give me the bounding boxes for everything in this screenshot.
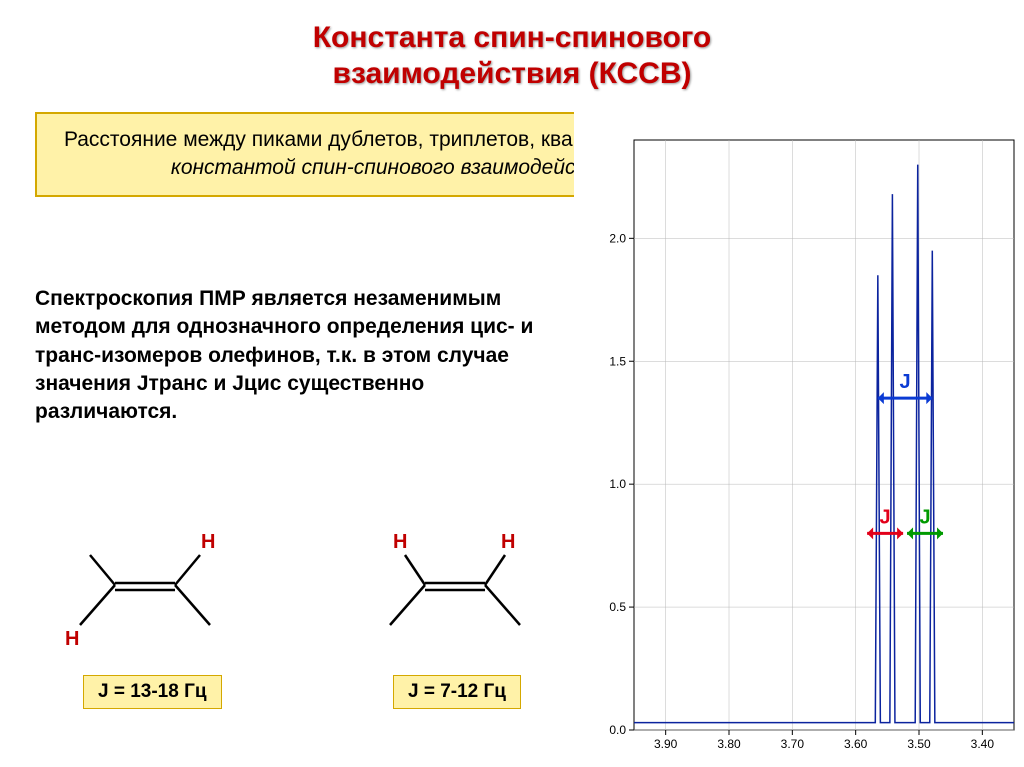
h-atom: H: [201, 531, 215, 553]
svg-text:1.0: 1.0: [609, 477, 626, 491]
svg-text:3.90: 3.90: [654, 737, 678, 751]
h-atom: H: [393, 531, 407, 553]
h-atom: H: [65, 628, 79, 650]
svg-text:1.5: 1.5: [609, 354, 626, 368]
trans-j-label: J = 13-18 Гц: [83, 675, 222, 709]
svg-text:3.80: 3.80: [717, 737, 741, 751]
def-italic: константой спин-спинового взаимодействия: [171, 156, 627, 179]
structures-area: H H J = 13-18 Гц H H J = 7-12 Гц: [35, 510, 555, 740]
svg-text:2.0: 2.0: [609, 231, 626, 245]
body-text: Спектроскопия ПМР является незаменимым м…: [35, 285, 535, 427]
page-title: Константа спин-спинового взаимодействия …: [0, 0, 1024, 92]
nmr-spectrum: 0.0 0.5 1.0 1.5 2.0 3.90 3.80 3.70 3.60 3.50 3.40 J…: [574, 110, 1024, 767]
cis-j-label: J = 7-12 Гц: [393, 675, 521, 709]
svg-text:3.70: 3.70: [781, 737, 805, 751]
svg-text:J: J: [919, 506, 930, 528]
svg-text:3.40: 3.40: [971, 737, 995, 751]
cis-structure: H H: [355, 510, 555, 650]
svg-text:0.0: 0.0: [609, 723, 626, 737]
title-line2: взаимодействия (КССВ): [333, 57, 692, 90]
svg-text:3.60: 3.60: [844, 737, 868, 751]
trans-structure: H H: [45, 510, 245, 650]
svg-text:0.5: 0.5: [609, 600, 626, 614]
title-line1: Константа спин-спинового: [313, 21, 712, 54]
h-atom: H: [501, 531, 515, 553]
svg-text:J: J: [900, 371, 911, 393]
svg-text:J: J: [880, 506, 891, 528]
svg-text:3.50: 3.50: [907, 737, 931, 751]
